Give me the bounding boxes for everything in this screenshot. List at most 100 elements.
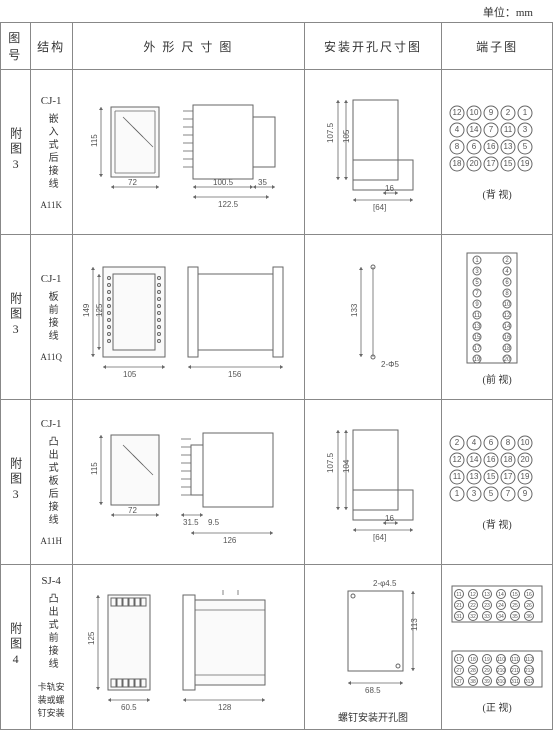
- svg-text:105: 105: [123, 370, 137, 379]
- svg-text:133: 133: [350, 303, 359, 317]
- struct-label: CJ-1: [35, 418, 68, 430]
- svg-text:3: 3: [523, 125, 528, 134]
- svg-text:32: 32: [470, 614, 476, 620]
- svg-text:18: 18: [453, 159, 462, 168]
- svg-text:10: 10: [504, 302, 511, 308]
- svg-text:115: 115: [90, 461, 99, 474]
- svg-text:[64]: [64]: [373, 203, 386, 212]
- svg-text:17: 17: [487, 159, 496, 168]
- svg-text:2: 2: [506, 108, 511, 117]
- hole-cell: 107.5105[64]16: [304, 70, 441, 235]
- term-caption: (正 视): [446, 699, 548, 714]
- hole-caption: 螺钉安装开孔图: [309, 709, 437, 724]
- struct-label: CJ-1: [35, 273, 68, 285]
- struct-cell: CJ-1 凸出式板后接线 A11H: [30, 400, 72, 565]
- svg-text:156: 156: [228, 370, 242, 379]
- svg-text:122.5: 122.5: [218, 200, 239, 209]
- svg-text:34: 34: [498, 614, 504, 620]
- svg-text:212: 212: [525, 668, 534, 674]
- svg-text:24: 24: [498, 603, 504, 609]
- svg-text:5: 5: [489, 489, 494, 498]
- svg-text:27: 27: [456, 668, 462, 674]
- svg-text:1: 1: [523, 108, 528, 117]
- svg-text:310: 310: [497, 679, 506, 685]
- svg-text:25: 25: [512, 603, 518, 609]
- struct-code: 卡轨安装或螺钉安装: [35, 680, 68, 719]
- svg-text:9.5: 9.5: [208, 518, 220, 527]
- svg-text:16: 16: [487, 142, 496, 151]
- svg-text:105: 105: [342, 129, 351, 143]
- svg-text:23: 23: [484, 603, 490, 609]
- table-row: 附图4 SJ-4 凸出式前接线 卡轨安装或螺钉安装 125 60.5 128 2-φ…: [1, 565, 553, 730]
- struct-text: 嵌入式后接线: [44, 113, 58, 191]
- svg-text:35: 35: [258, 178, 267, 187]
- svg-text:6: 6: [489, 438, 494, 447]
- svg-text:17: 17: [504, 472, 513, 481]
- svg-text:31: 31: [456, 614, 462, 620]
- svg-text:68.5: 68.5: [365, 686, 381, 695]
- term-cell: 2468101214161820111315171913579(背 视): [442, 400, 553, 565]
- table-row: 附图3 CJ-1 板前接线 A11Q 149125105156 1332-Φ5 …: [1, 235, 553, 400]
- svg-text:3: 3: [472, 489, 477, 498]
- svg-text:115: 115: [90, 134, 99, 147]
- svg-text:17: 17: [474, 346, 481, 352]
- svg-text:13: 13: [504, 142, 513, 151]
- svg-text:149: 149: [83, 303, 91, 317]
- svg-text:12: 12: [504, 313, 511, 319]
- svg-text:12: 12: [470, 592, 476, 598]
- svg-text:125: 125: [87, 631, 96, 645]
- svg-text:35: 35: [512, 614, 518, 620]
- hole-cell: 1332-Φ5: [304, 235, 441, 400]
- shape-cell: 125 60.5 128: [72, 565, 304, 730]
- struct-text: 板前接线: [44, 291, 58, 343]
- svg-text:107.5: 107.5: [326, 452, 335, 473]
- term-cell: 1112131415162122232425263132333435361718…: [442, 565, 553, 730]
- svg-text:311: 311: [511, 679, 519, 685]
- svg-text:7: 7: [489, 125, 494, 134]
- svg-text:19: 19: [521, 159, 530, 168]
- svg-text:6: 6: [472, 142, 477, 151]
- header-figno: 图号: [1, 23, 31, 70]
- figno-cell: 附图4: [1, 565, 31, 730]
- svg-text:39: 39: [484, 679, 490, 685]
- svg-text:12: 12: [453, 455, 462, 464]
- svg-text:19: 19: [474, 357, 481, 363]
- svg-text:14: 14: [504, 324, 511, 330]
- svg-text:[64]: [64]: [373, 533, 386, 542]
- svg-text:8: 8: [455, 142, 460, 151]
- term-caption: (背 视): [446, 516, 548, 531]
- struct-cell: CJ-1 嵌入式后接线 A11K: [30, 70, 72, 235]
- svg-text:16: 16: [526, 592, 532, 598]
- svg-text:2-φ4.5: 2-φ4.5: [373, 579, 397, 588]
- svg-text:111: 111: [511, 657, 519, 663]
- svg-text:72: 72: [128, 506, 137, 515]
- svg-text:29: 29: [484, 668, 490, 674]
- struct-label: SJ-4: [35, 575, 68, 587]
- svg-text:4: 4: [472, 438, 477, 447]
- svg-text:15: 15: [512, 592, 518, 598]
- svg-text:13: 13: [484, 592, 490, 598]
- shape-cell: 149125105156: [72, 235, 304, 400]
- header-term: 端子图: [442, 23, 553, 70]
- struct-label: CJ-1: [35, 95, 68, 107]
- svg-text:16: 16: [504, 335, 511, 341]
- svg-text:38: 38: [470, 679, 476, 685]
- svg-text:7: 7: [506, 489, 511, 498]
- svg-text:60.5: 60.5: [121, 703, 137, 712]
- svg-text:14: 14: [498, 592, 504, 598]
- svg-text:13: 13: [474, 324, 481, 330]
- svg-text:16: 16: [385, 184, 394, 193]
- struct-text: 凸出式前接线: [44, 593, 58, 671]
- header-shape: 外 形 尺 寸 图: [72, 23, 304, 70]
- svg-text:9: 9: [523, 489, 528, 498]
- figno-cell: 附图3: [1, 400, 31, 565]
- table-row: 附图3 CJ-1 嵌入式后接线 A11K 11572100.5122.535 1…: [1, 70, 553, 235]
- svg-text:19: 19: [484, 657, 490, 663]
- svg-text:21: 21: [456, 603, 462, 609]
- shape-cell: 1157231.59.5126: [72, 400, 304, 565]
- table-row: 附图3 CJ-1 凸出式板后接线 A11H 1157231.59.5126 10…: [1, 400, 553, 565]
- svg-text:12: 12: [453, 108, 462, 117]
- svg-text:17: 17: [456, 657, 462, 663]
- svg-text:2: 2: [455, 438, 460, 447]
- svg-text:128: 128: [218, 703, 232, 712]
